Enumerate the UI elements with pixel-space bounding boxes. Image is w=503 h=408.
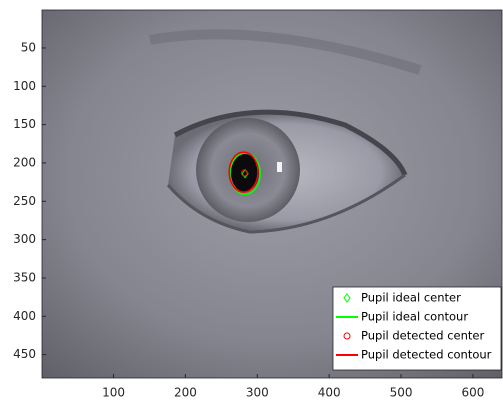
x-tick-label: 300 (246, 386, 269, 400)
x-tick-label: 400 (318, 386, 341, 400)
legend: Pupil ideal center Pupil ideal contour Pup… (333, 287, 501, 370)
legend-label: Pupil detected center (361, 329, 484, 343)
chart: Pupil ideal center Pupil ideal contour Pup… (0, 0, 503, 408)
y-tick-label: 50 (21, 40, 36, 54)
y-tick-label: 300 (13, 232, 36, 246)
legend-label: Pupil ideal center (361, 291, 461, 305)
y-tick-label: 400 (13, 309, 36, 323)
y-tick-label: 450 (13, 347, 36, 361)
x-tick-label: 100 (102, 386, 125, 400)
x-tick-label: 500 (390, 386, 413, 400)
y-tick-label: 150 (13, 117, 36, 131)
legend-label: Pupil detected contour (361, 348, 492, 362)
x-tick-label: 200 (174, 386, 197, 400)
y-tick-label: 250 (13, 194, 36, 208)
legend-label: Pupil ideal contour (361, 310, 468, 324)
y-tick-label: 350 (13, 270, 36, 284)
y-tick-label: 100 (13, 79, 36, 93)
x-tick-label: 600 (461, 386, 484, 400)
y-tick-label: 200 (13, 155, 36, 169)
